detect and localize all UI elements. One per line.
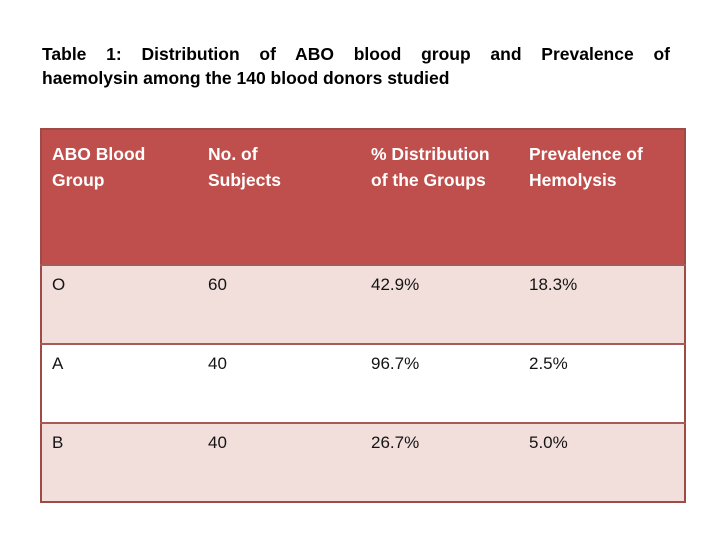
cell-distribution: 96.7% <box>361 343 519 423</box>
table-title-line1: Table 1: Distribution of ABO blood group… <box>42 44 670 64</box>
col-header-line: No. of <box>208 144 258 164</box>
col-header-percent-distribution: % Distribution of the Groups <box>361 129 519 265</box>
cell-distribution: 26.7% <box>361 422 519 502</box>
col-header-no-of-subjects: No. of Subjects <box>198 129 361 265</box>
cell-blood-group: O <box>41 264 198 344</box>
table-title-line2: haemolysin among the 140 blood donors st… <box>42 68 450 88</box>
cell-subjects: 40 <box>198 343 361 423</box>
cell-blood-group: A <box>41 343 198 423</box>
cell-blood-group: B <box>41 422 198 502</box>
col-header-line: Prevalence of <box>529 144 643 164</box>
col-header-line: Group <box>52 170 105 190</box>
cell-subjects: 40 <box>198 422 361 502</box>
col-header-abo-blood-group: ABO Blood Group <box>41 129 198 265</box>
cell-distribution: 42.9% <box>361 264 519 344</box>
table-header-row: ABO Blood Group No. of Subjects % Distri… <box>41 129 685 265</box>
blood-group-table: ABO Blood Group No. of Subjects % Distri… <box>40 128 686 503</box>
col-header-line: % Distribution <box>371 144 490 164</box>
col-header-line: of the Groups <box>371 170 486 190</box>
table-row-group-a: A 40 96.7% 2.5% <box>41 343 685 423</box>
cell-subjects: 60 <box>198 264 361 344</box>
cell-hemolysis: 5.0% <box>519 422 685 502</box>
cell-hemolysis: 2.5% <box>519 343 685 423</box>
cell-hemolysis: 18.3% <box>519 264 685 344</box>
table-row-group-o: O 60 42.9% 18.3% <box>41 264 685 344</box>
col-header-line: ABO Blood <box>52 144 146 164</box>
col-header-prevalence-hemolysis: Prevalence of Hemolysis <box>519 129 685 265</box>
table-row-group-b: B 40 26.7% 5.0% <box>41 422 685 502</box>
col-header-line: Hemolysis <box>529 170 617 190</box>
col-header-line: Subjects <box>208 170 281 190</box>
table-title: Table 1: Distribution of ABO blood group… <box>42 42 670 90</box>
